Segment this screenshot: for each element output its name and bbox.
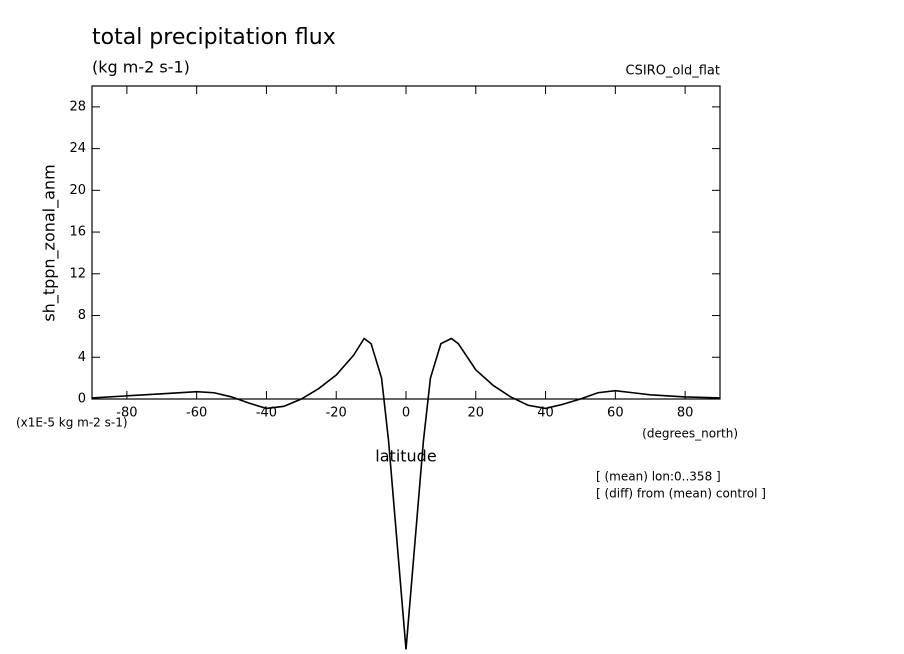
y-tick-label: 28 bbox=[69, 99, 86, 114]
x-tick-label: 60 bbox=[607, 406, 624, 421]
x-tick-label: 40 bbox=[537, 406, 554, 421]
model-label: CSIRO_old_flat bbox=[626, 64, 721, 79]
x-tick-label: -20 bbox=[326, 406, 347, 421]
x-tick-label: -60 bbox=[186, 406, 207, 421]
y-axis-label: sh_tppn_zonal_anm bbox=[40, 164, 60, 321]
y-units: (x1E-5 kg m-2 s-1) bbox=[16, 416, 128, 430]
y-tick-label: 12 bbox=[69, 266, 86, 281]
chart-title: total precipitation flux bbox=[92, 25, 336, 50]
x-tick-label: -80 bbox=[116, 406, 137, 421]
y-tick-label: 24 bbox=[69, 141, 86, 156]
plot-frame bbox=[91, 85, 721, 400]
annotation: [ (mean) lon:0..358 ] bbox=[596, 470, 721, 484]
data-line bbox=[91, 337, 721, 650]
y-tick-label: 20 bbox=[69, 183, 86, 198]
chart-subtitle: (kg m-2 s-1) bbox=[92, 58, 190, 77]
x-tick-label: 80 bbox=[677, 406, 694, 421]
annotation: [ (diff) from (mean) control ] bbox=[596, 487, 766, 501]
x-tick-label: 0 bbox=[402, 406, 410, 421]
x-units: (degrees_north) bbox=[642, 427, 738, 441]
y-tick-label: 0 bbox=[78, 392, 86, 407]
x-tick-label: 20 bbox=[468, 406, 485, 421]
y-tick-label: 4 bbox=[78, 350, 86, 365]
y-tick-label: 16 bbox=[69, 225, 86, 240]
x-axis-label: latitude bbox=[375, 447, 436, 466]
y-tick-label: 8 bbox=[78, 308, 86, 323]
x-tick-label: -40 bbox=[256, 406, 277, 421]
